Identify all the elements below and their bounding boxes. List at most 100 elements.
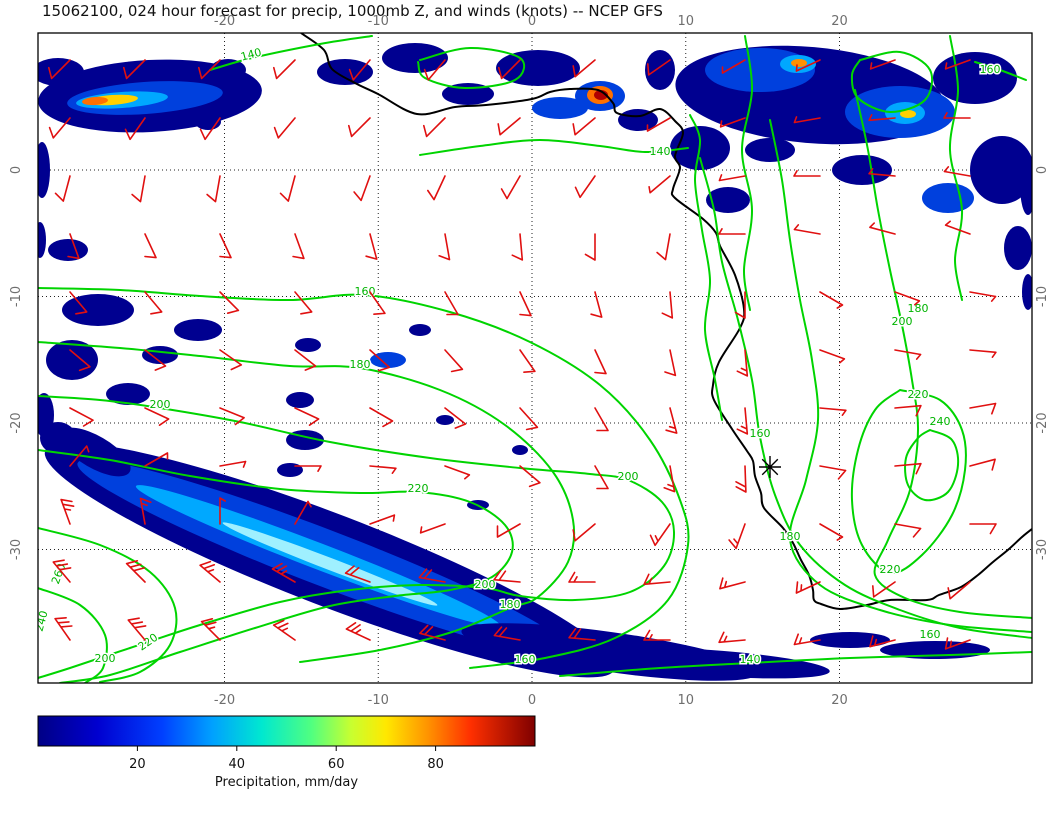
colorbar-caption: Precipitation, mm/day <box>215 775 358 790</box>
wind-barb <box>272 619 296 641</box>
wind-barb <box>519 349 536 373</box>
y-axis-tick-label-left: 0 <box>9 166 24 174</box>
wind-barb <box>69 445 90 467</box>
wind-barb <box>868 114 896 122</box>
wind-barb <box>894 523 922 538</box>
wind-barb <box>496 523 521 538</box>
y-axis-tick-label-right: 0 <box>1035 166 1050 174</box>
colorbar-tick-label: 40 <box>229 757 246 772</box>
x-axis-tick-label-bottom: 20 <box>831 693 848 708</box>
precip-cell <box>922 183 974 213</box>
precip-cell <box>382 43 448 73</box>
wind-barb <box>795 59 821 72</box>
wind-barb <box>795 581 821 594</box>
wind-barb <box>294 407 320 426</box>
wind-barb <box>444 465 471 480</box>
y-axis-tick-label-left: -10 <box>9 286 24 307</box>
wind-barb <box>144 349 167 371</box>
precip-cell <box>46 340 98 380</box>
wind-barb <box>131 175 146 203</box>
contour-label: 140 <box>740 653 761 666</box>
x-axis-tick-label-top: 20 <box>831 14 848 29</box>
wind-barb <box>969 458 996 471</box>
wind-barb <box>568 571 596 583</box>
precip-cell <box>645 50 675 90</box>
marker-layer <box>759 456 781 478</box>
wind-barb <box>943 166 971 177</box>
wind-barb <box>369 349 391 372</box>
precip-cell <box>810 632 890 648</box>
height-contour-160 <box>948 35 964 301</box>
wind-barb <box>869 59 896 70</box>
wind-barb <box>294 500 312 525</box>
colorbar-tick-label: 20 <box>129 757 146 772</box>
wind-barb <box>819 349 846 364</box>
wind-barb <box>665 407 678 434</box>
wind-barb <box>219 233 232 259</box>
wind-barb <box>444 291 459 316</box>
wind-barb <box>292 233 305 260</box>
wind-barb <box>647 59 671 76</box>
contour-label: 240 <box>33 609 51 633</box>
wind-barb <box>819 407 847 416</box>
wind-barb <box>872 581 896 598</box>
precip-cell <box>38 393 54 437</box>
wind-barb <box>124 117 146 141</box>
x-axis-tick-label-top: 0 <box>528 14 536 29</box>
contour-label: 180 <box>350 358 371 371</box>
wind-barb <box>219 460 247 468</box>
precip-cell <box>38 222 46 258</box>
wind-barb <box>423 117 446 138</box>
wind-barb <box>497 117 521 136</box>
wind-barb <box>67 233 80 260</box>
wind-barb <box>894 349 922 360</box>
precip-cell <box>706 187 750 213</box>
wind-barb <box>444 349 464 373</box>
contour-label: 220 <box>880 563 901 576</box>
height-contour-160 <box>850 50 934 114</box>
wind-barb <box>894 462 922 475</box>
contour-label: 160 <box>750 427 771 440</box>
y-axis-tick-label-left: -30 <box>9 539 24 560</box>
colorbar-gradient <box>37 715 536 747</box>
wind-barb <box>519 465 541 488</box>
wind-barb <box>819 523 844 541</box>
wind-barb <box>353 175 371 202</box>
colorbar-tick-label: 80 <box>427 757 444 772</box>
wind-barb <box>661 291 674 319</box>
precip-cell <box>832 155 892 185</box>
precip-cell <box>222 522 438 606</box>
height-contour-240 <box>904 429 960 502</box>
precip-cell <box>370 352 406 368</box>
contour-label: 200 <box>475 578 496 591</box>
wind-barb <box>125 560 146 583</box>
wind-barb <box>199 560 221 583</box>
wind-barb <box>294 291 313 315</box>
x-axis-tick-label-bottom: -10 <box>368 693 389 708</box>
height-contour-220 <box>850 389 967 575</box>
height-contour-160 <box>974 61 1027 81</box>
x-axis-tick-label-top: 10 <box>677 14 694 29</box>
height-contour-160 <box>417 46 526 90</box>
wind-barb <box>344 565 371 583</box>
wind-barb <box>54 617 73 641</box>
x-axis-tick-label-bottom: 0 <box>528 693 536 708</box>
wind-barb <box>418 568 446 583</box>
height-contour-160 <box>38 287 690 669</box>
wind-barb <box>947 581 971 600</box>
precip-cell <box>210 59 246 81</box>
contour-label: 160 <box>515 653 536 666</box>
precip-cell <box>496 50 580 86</box>
wind-barb <box>718 174 746 182</box>
wind-barb <box>144 233 157 259</box>
wind-barb <box>69 291 88 315</box>
wind-barb <box>345 622 371 641</box>
wind-barb <box>572 523 596 542</box>
wind-barb <box>728 523 746 550</box>
wind-barb <box>48 59 71 80</box>
precip-cell <box>512 445 528 455</box>
contour-label: 240 <box>930 415 951 428</box>
height-contour-140 <box>689 114 723 421</box>
contour-label: 220 <box>408 482 429 495</box>
